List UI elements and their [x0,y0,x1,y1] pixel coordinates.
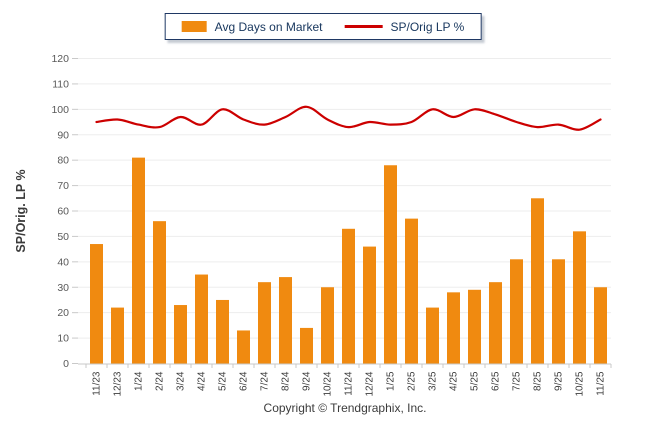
y-tick-label: 40 [57,256,69,268]
y-axis-title: SP/Orig. LP % [14,169,28,252]
bar-8/24 [279,277,292,364]
x-tick-label: 3/24 [176,371,187,391]
x-tick-label: 12/23 [113,371,124,396]
bar-4/24 [195,274,208,364]
x-tick-label: 8/25 [533,371,544,391]
bar-2/24 [153,221,166,364]
y-tick-label: 0 [63,358,69,370]
trend-line [95,105,602,131]
y-tick-label: 20 [57,307,69,319]
y-tick-label: 70 [57,180,69,192]
x-tick-label: 10/25 [575,371,586,396]
x-tick-label: 6/24 [239,371,250,391]
line-swatch-icon [344,25,383,28]
y-tick-label: 10 [57,333,69,345]
x-tick-label: 1/25 [386,371,397,391]
x-tick-label: 12/24 [365,371,376,396]
x-tick-label: 5/24 [218,371,229,391]
x-tick-label: 11/24 [344,371,355,396]
bar-5/25 [468,289,481,364]
x-tick-label: 6/25 [491,371,502,391]
y-tick-label: 50 [57,231,69,243]
bar-12/23 [111,307,124,364]
x-tick-label: 9/24 [302,371,313,391]
x-tick-label: 7/24 [260,371,271,391]
bar-3/25 [426,307,439,364]
x-tick-label: 11/23 [92,371,103,396]
y-tick-label: 30 [57,282,69,294]
bar-5/24 [216,299,229,364]
bar-11/25 [594,287,607,364]
x-tick-label: 7/25 [512,371,523,391]
bar-12/24 [363,246,376,364]
bar-10/25 [573,231,586,364]
legend-item-avg-days: Avg Days on Market [181,19,323,34]
bar-9/25 [552,259,565,364]
x-tick-label: 2/24 [155,371,166,391]
legend-item-sp-orig-lp: SP/Orig LP % [344,19,465,34]
legend-label-avg-days: Avg Days on Market [214,19,323,34]
bar-swatch-icon [181,21,207,32]
x-tick-label: 2/25 [407,371,418,391]
legend-label-sp-orig-lp: SP/Orig LP % [390,19,465,34]
copyright-text: Copyright © Trendgraphix, Inc. [263,401,427,415]
x-tick-label: 8/24 [281,371,292,391]
x-tick-label: 4/25 [449,371,460,391]
y-tick-label: 120 [51,53,69,65]
y-tick-label: 100 [51,104,69,116]
bar-3/24 [174,305,187,364]
bar-6/24 [237,330,250,364]
x-tick-label: 1/24 [134,371,145,391]
y-tick-label: 60 [57,206,69,218]
bar-6/25 [489,282,502,364]
x-tick-label: 9/25 [554,371,565,391]
chart-legend: Avg Days on Market SP/Orig LP % [164,13,482,40]
bar-8/25 [531,198,544,364]
y-tick-label: 90 [57,129,69,141]
bar-10/24 [321,287,334,364]
x-tick-label: 10/24 [323,371,334,396]
bar-1/25 [384,165,397,364]
x-tick-label: 4/24 [197,371,208,391]
bar-7/24 [258,282,271,364]
bar-4/25 [447,292,460,364]
bar-11/24 [342,228,355,364]
y-tick-label: 80 [57,155,69,167]
bar-9/24 [300,327,313,364]
bar-7/25 [510,259,523,364]
bar-2/25 [405,218,418,364]
x-tick-label: 5/25 [470,371,481,391]
y-tick-label: 110 [52,78,69,90]
bar-11/23 [90,244,103,364]
x-tick-label: 3/25 [428,371,439,391]
bar-1/24 [132,157,145,364]
x-tick-label: 11/25 [596,371,607,396]
